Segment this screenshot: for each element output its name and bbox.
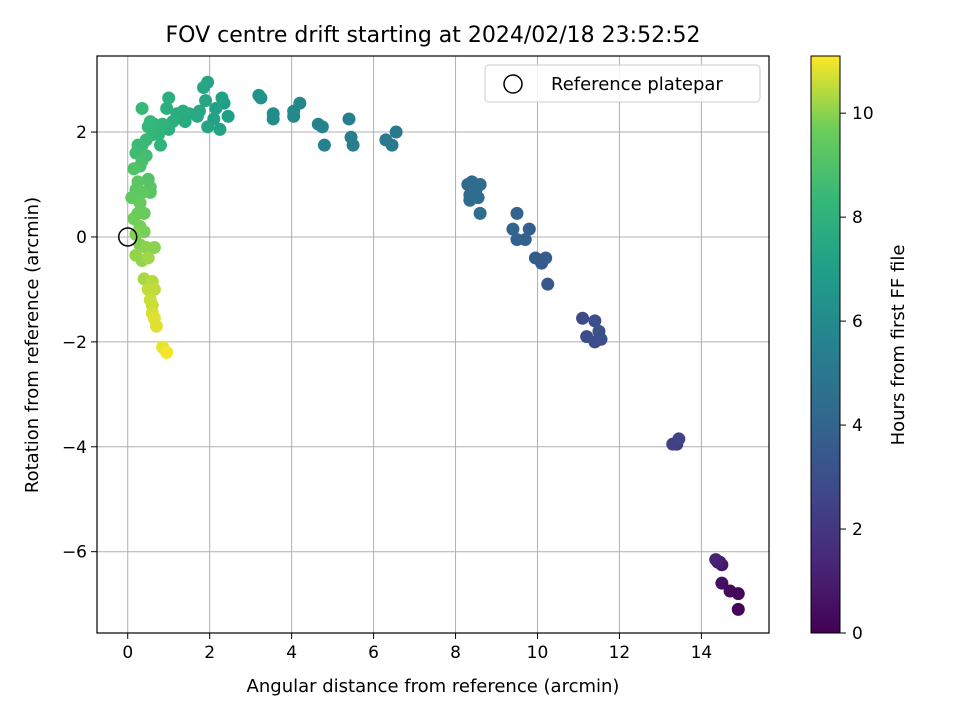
- data-point: [473, 206, 487, 220]
- data-point: [213, 122, 227, 136]
- data-point: [221, 109, 235, 123]
- data-points: [125, 75, 745, 616]
- colorbar-tick-label: 10: [852, 104, 874, 124]
- data-point: [592, 324, 606, 338]
- data-point: [467, 185, 481, 199]
- data-point: [160, 345, 174, 359]
- x-tick-label: 12: [609, 643, 631, 663]
- legend: Reference platepar: [484, 64, 761, 103]
- data-point: [731, 602, 745, 616]
- x-tick-label: 10: [527, 643, 549, 663]
- data-point: [510, 233, 524, 247]
- y-tick-label: −4: [62, 438, 87, 458]
- data-point: [385, 138, 399, 152]
- x-tick-label: 4: [286, 643, 297, 663]
- colorbar-label: Hours from first FF file: [888, 245, 909, 446]
- x-gridlines: [127, 56, 702, 633]
- data-point: [715, 576, 729, 590]
- legend-marker-reference: [503, 74, 523, 94]
- y-axis-label: Rotation from reference (arcmin): [22, 197, 43, 493]
- x-tick-label: 0: [122, 643, 133, 663]
- data-point: [510, 206, 524, 220]
- legend-label-reference: Reference platepar: [551, 74, 723, 95]
- legend-box: [484, 64, 761, 103]
- x-axis-label: Angular distance from reference (arcmin): [247, 676, 620, 697]
- data-point: [709, 553, 723, 567]
- data-point: [672, 432, 686, 446]
- y-tick-label: 0: [76, 228, 87, 248]
- data-point: [311, 117, 325, 131]
- data-point: [389, 125, 403, 139]
- y-axis-ticks: −6 −4 −2 0 2: [62, 123, 97, 563]
- colorbar-ticks: 0 2 4 6 8 10: [840, 104, 874, 644]
- data-point: [133, 196, 147, 210]
- data-point: [137, 206, 151, 220]
- data-point: [135, 185, 149, 199]
- x-axis-ticks: 0 2 4 6 8 10 12 14: [122, 633, 712, 663]
- colorbar-tick-label: 2: [852, 520, 863, 540]
- data-point: [539, 251, 553, 265]
- data-point: [209, 101, 223, 115]
- data-point: [215, 91, 229, 105]
- data-point: [201, 120, 215, 134]
- data-point: [147, 282, 161, 296]
- reference-platepar-marker: [117, 227, 138, 247]
- data-point: [160, 101, 174, 115]
- data-point: [178, 115, 192, 129]
- data-point: [141, 120, 155, 134]
- data-point: [588, 314, 602, 328]
- data-point: [342, 112, 356, 126]
- data-point: [344, 130, 358, 144]
- data-point: [147, 240, 161, 254]
- colorbar: 0 2 4 6 8 10 Hours from first FF file: [810, 55, 909, 644]
- x-tick-label: 6: [368, 643, 379, 663]
- y-tick-label: −6: [62, 543, 87, 563]
- data-point: [149, 319, 163, 333]
- data-point: [141, 251, 155, 265]
- plot-frame: [96, 55, 770, 634]
- x-tick-label: 2: [204, 643, 215, 663]
- chart-title: FOV centre drift starting at 2024/02/18 …: [166, 23, 701, 48]
- x-tick-label: 14: [691, 643, 713, 663]
- data-point: [127, 162, 141, 176]
- data-point: [317, 138, 331, 152]
- data-point: [135, 101, 149, 115]
- colorbar-gradient: [810, 55, 841, 634]
- data-point: [252, 88, 266, 102]
- data-point: [154, 138, 168, 152]
- x-tick-label: 8: [450, 643, 461, 663]
- data-point: [506, 222, 520, 236]
- y-gridlines: [97, 131, 769, 553]
- colorbar-tick-label: 4: [852, 416, 863, 436]
- y-tick-label: 2: [76, 123, 87, 143]
- data-point: [723, 584, 737, 598]
- data-point: [541, 277, 555, 291]
- data-point: [522, 222, 536, 236]
- data-point: [197, 80, 211, 94]
- colorbar-tick-label: 0: [852, 624, 863, 644]
- data-point: [528, 251, 542, 265]
- data-point: [287, 109, 301, 123]
- colorbar-tick-label: 6: [852, 312, 863, 332]
- y-tick-label: −2: [62, 333, 87, 353]
- data-point: [199, 94, 213, 108]
- data-point: [266, 112, 280, 126]
- data-point: [576, 311, 590, 325]
- data-point: [162, 91, 176, 105]
- colorbar-tick-label: 8: [852, 208, 863, 228]
